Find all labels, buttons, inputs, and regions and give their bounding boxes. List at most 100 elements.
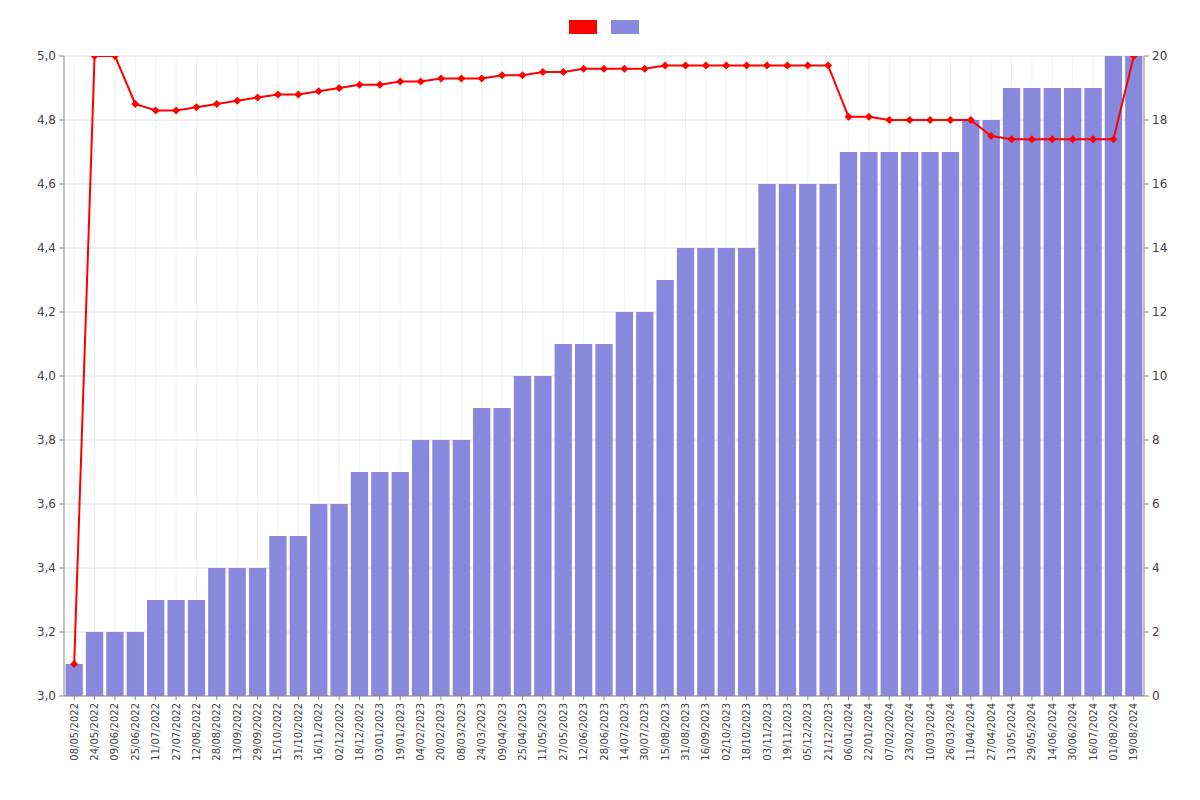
marker	[885, 116, 893, 124]
tick	[848, 696, 849, 700]
tick-label: 0	[1152, 689, 1160, 703]
tick	[216, 696, 217, 700]
marker	[254, 94, 262, 102]
tick-label: 2	[1152, 625, 1160, 639]
tick-label: 15/08/2023	[660, 703, 671, 761]
tick-label: 5,0	[37, 49, 56, 63]
tick	[59, 632, 64, 633]
tick-label: 6	[1152, 497, 1160, 511]
tick	[59, 120, 64, 121]
axes: 3,03,23,43,63,84,04,24,44,64,85,00246810…	[37, 49, 1167, 761]
tick	[196, 696, 197, 700]
bar	[514, 376, 531, 696]
tick	[59, 56, 64, 57]
bar	[86, 632, 103, 696]
marker	[111, 56, 119, 60]
tick-label: 30/06/2024	[1067, 703, 1078, 761]
bar	[106, 632, 123, 696]
bar	[595, 344, 612, 696]
bar	[1084, 88, 1101, 696]
marker	[1048, 135, 1056, 143]
tick	[522, 696, 523, 700]
marker	[580, 65, 588, 73]
bar	[208, 568, 225, 696]
tick	[257, 696, 258, 700]
tick	[1093, 696, 1094, 700]
tick	[1113, 696, 1114, 700]
legend	[569, 20, 639, 34]
tick	[644, 696, 645, 700]
marker	[478, 74, 486, 82]
marker	[376, 81, 384, 89]
marker	[641, 65, 649, 73]
marker	[682, 62, 690, 70]
bar	[921, 152, 938, 696]
tick-label: 21/12/2023	[823, 703, 834, 761]
tick	[1144, 56, 1149, 57]
bar	[738, 248, 755, 696]
tick	[59, 568, 64, 569]
marker	[213, 100, 221, 108]
tick	[359, 696, 360, 700]
marker	[865, 113, 873, 121]
tick-label: 14/06/2024	[1047, 703, 1058, 761]
bar	[779, 184, 796, 696]
marker	[926, 116, 934, 124]
bar	[188, 600, 205, 696]
legend-swatch	[569, 20, 597, 34]
tick	[74, 696, 75, 700]
bar	[1125, 56, 1142, 696]
bar	[493, 408, 510, 696]
bar	[677, 248, 694, 696]
marker	[70, 660, 78, 668]
marker	[722, 62, 730, 70]
bar	[473, 408, 490, 696]
tick-label: 25/06/2022	[130, 703, 141, 761]
tick	[1144, 376, 1149, 377]
tick-label: 3,4	[37, 561, 56, 575]
tick	[339, 696, 340, 700]
marker	[824, 62, 832, 70]
tick-label: 4,0	[37, 369, 56, 383]
marker	[987, 132, 995, 140]
tick-label: 3,8	[37, 433, 56, 447]
tick-label: 25/04/2023	[517, 703, 528, 761]
marker	[539, 68, 547, 76]
marker	[783, 62, 791, 70]
marker	[1008, 135, 1016, 143]
bar	[901, 152, 918, 696]
tick-label: 8	[1152, 433, 1160, 447]
tick-label: 11/07/2022	[150, 703, 161, 761]
tick-label: 12/06/2023	[578, 703, 589, 761]
bar	[1023, 88, 1040, 696]
tick-label: 16/07/2024	[1088, 703, 1099, 761]
tick-label: 26/03/2024	[945, 703, 956, 761]
bar	[656, 280, 673, 696]
tick	[726, 696, 727, 700]
tick	[1144, 120, 1149, 121]
tick	[176, 696, 177, 700]
marker	[1028, 135, 1036, 143]
marker	[396, 78, 404, 86]
marker	[804, 62, 812, 70]
marker	[192, 103, 200, 111]
marker	[91, 56, 99, 60]
tick	[1133, 696, 1134, 700]
tick	[868, 696, 869, 700]
tick	[1144, 504, 1149, 505]
tick	[991, 696, 992, 700]
tick	[1052, 696, 1053, 700]
bar	[453, 440, 470, 696]
tick-label: 19/08/2024	[1128, 703, 1139, 761]
tick-label: 12	[1152, 305, 1167, 319]
grid	[64, 56, 1144, 696]
tick-label: 29/09/2022	[252, 703, 263, 761]
tick-label: 30/07/2023	[639, 703, 650, 761]
bar	[697, 248, 714, 696]
bar	[840, 152, 857, 696]
tick	[237, 696, 238, 700]
tick-label: 24/05/2022	[89, 703, 100, 761]
tick	[705, 696, 706, 700]
tick	[318, 696, 319, 700]
tick-label: 4	[1152, 561, 1160, 575]
